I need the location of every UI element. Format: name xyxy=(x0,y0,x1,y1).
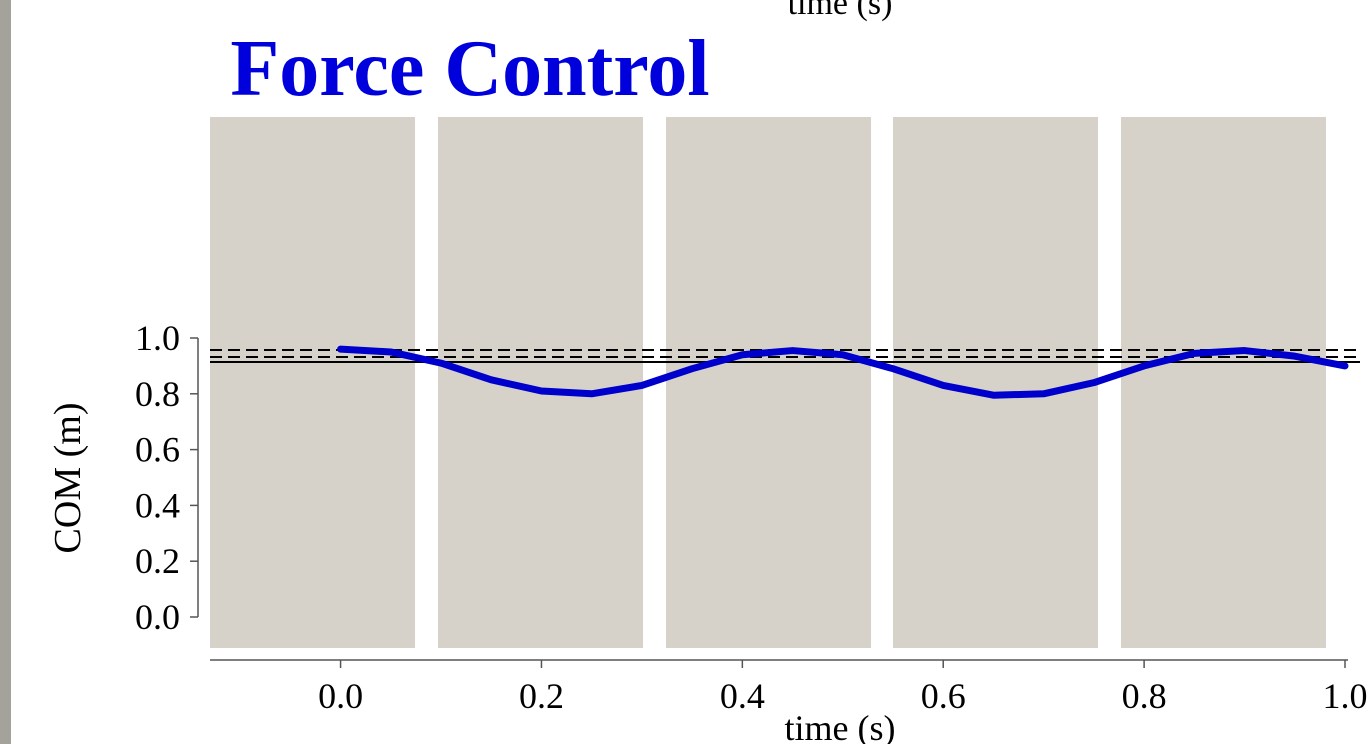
photo xyxy=(1121,117,1326,648)
x-tick-label: 0.4 xyxy=(720,676,765,716)
photo-strip xyxy=(210,117,1326,648)
x-tick-label: 0.0 xyxy=(318,676,363,716)
y-tick-label: 0.0 xyxy=(135,597,180,637)
left-border xyxy=(0,0,11,744)
cropped-caption: time (s) xyxy=(788,0,893,22)
x-tick-label: 0.6 xyxy=(921,676,966,716)
photo xyxy=(438,117,643,648)
chart: time (s) Force Control COM (m) time (s) … xyxy=(0,0,1370,744)
y-axis-label: COM (m) xyxy=(47,403,89,554)
page: time (s) Force Control COM (m) time (s) … xyxy=(0,0,1370,744)
x-tick-label: 0.2 xyxy=(519,676,564,716)
y-tick-label: 0.6 xyxy=(135,430,180,470)
y-tick-label: 0.4 xyxy=(135,485,180,525)
x-axis-label: time (s) xyxy=(785,708,896,744)
photo xyxy=(210,117,415,648)
x-tick-label: 1.0 xyxy=(1323,676,1368,716)
y-tick-label: 0.8 xyxy=(135,374,180,414)
x-tick-label: 0.8 xyxy=(1122,676,1167,716)
y-tick-label: 0.2 xyxy=(135,541,180,581)
y-tick-label: 1.0 xyxy=(135,318,180,358)
photo xyxy=(666,117,871,648)
chart-title: Force Control xyxy=(230,25,709,113)
